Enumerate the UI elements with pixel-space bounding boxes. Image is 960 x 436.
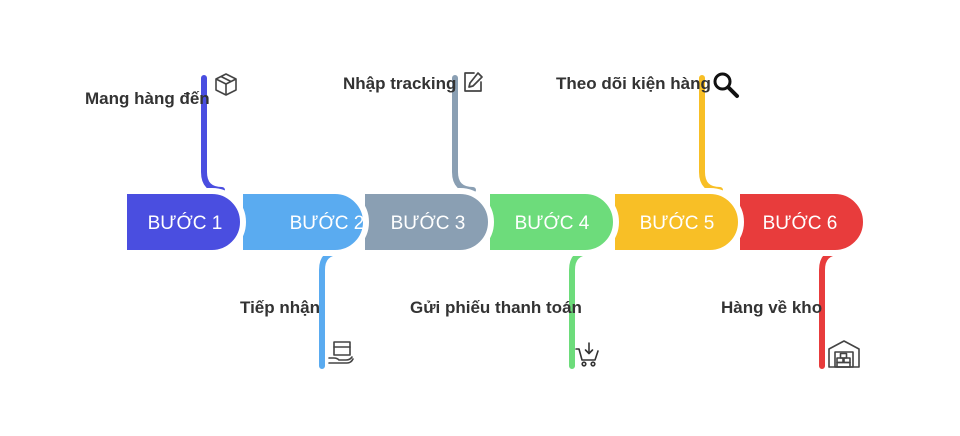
- step-label-2: BƯỚC 2: [290, 212, 365, 234]
- edit-icon: [464, 72, 483, 92]
- step-label-6: BƯỚC 6: [763, 212, 838, 234]
- step-label-5: BƯỚC 5: [640, 212, 715, 234]
- segment-step-6: [734, 188, 869, 256]
- caption-step-4: Gửi phiếu thanh toán: [410, 298, 582, 317]
- segment-shape-5: [609, 188, 744, 256]
- caption-step-1: Mang hàng đến: [85, 89, 210, 108]
- connector-step-3: [452, 75, 476, 193]
- connector-step-2: [319, 249, 343, 369]
- segment-step-3: [359, 188, 494, 256]
- segment-shape-6: [734, 188, 869, 256]
- segment-step-2: [237, 188, 369, 256]
- segment-step-4: [484, 188, 619, 256]
- step-label-4: BƯỚC 4: [515, 212, 590, 234]
- segment-shape-3: [359, 188, 494, 256]
- segment-shape-2: [237, 188, 369, 256]
- caption-step-3: Nhập tracking: [343, 74, 457, 93]
- caption-step-5: Theo dõi kiện hàng: [556, 74, 711, 93]
- connector-step-6: [819, 249, 843, 369]
- segment-shape-1: [121, 188, 246, 256]
- receive-package-icon: [328, 341, 354, 364]
- step-label-1: BƯỚC 1: [148, 212, 223, 234]
- connector-step-5: [699, 75, 723, 193]
- step-label-3: BƯỚC 3: [391, 212, 466, 234]
- box-icon: [215, 73, 237, 96]
- cart-icon: [575, 342, 599, 367]
- segment-step-5: [609, 188, 744, 256]
- caption-step-6: Hàng về kho: [721, 298, 823, 317]
- segment-shape-4: [484, 188, 619, 256]
- search-icon: [713, 72, 739, 98]
- warehouse-icon: [828, 340, 860, 368]
- caption-step-2: Tiếp nhận: [240, 298, 320, 317]
- segment-step-1: [121, 188, 246, 256]
